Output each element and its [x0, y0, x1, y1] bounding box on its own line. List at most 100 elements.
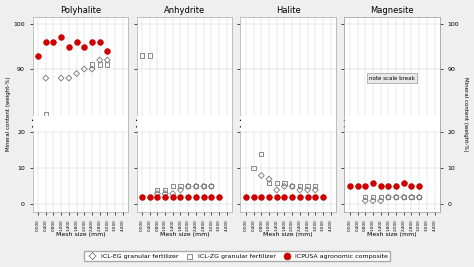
Point	[377, 184, 384, 189]
Point	[311, 195, 319, 199]
Point	[384, 195, 392, 199]
Point	[304, 195, 311, 199]
Point	[96, 62, 103, 67]
Point	[192, 184, 200, 189]
Point	[146, 53, 154, 58]
Point	[104, 62, 111, 67]
Point	[177, 188, 184, 192]
Point	[392, 184, 400, 189]
Bar	[33, 116, 128, 130]
Point	[192, 184, 200, 189]
Point	[192, 195, 200, 199]
Point	[57, 76, 65, 80]
Point	[415, 184, 423, 189]
Point	[73, 72, 80, 76]
X-axis label: Mesh size (mm): Mesh size (mm)	[55, 232, 105, 237]
Point	[362, 184, 369, 189]
Point	[96, 58, 103, 62]
Point	[281, 195, 288, 199]
Point	[154, 188, 161, 192]
Point	[184, 195, 192, 199]
Point	[81, 67, 88, 71]
Point	[408, 195, 415, 199]
Title: Magnesite: Magnesite	[370, 6, 414, 15]
Point	[81, 44, 88, 49]
Point	[169, 184, 176, 189]
Title: Anhydrite: Anhydrite	[164, 6, 205, 15]
Point	[354, 184, 361, 189]
Point	[408, 184, 415, 189]
Point	[362, 199, 369, 203]
Title: Halite: Halite	[276, 6, 301, 15]
Point	[208, 184, 215, 189]
Bar	[345, 116, 440, 130]
Point	[161, 191, 169, 196]
Point	[377, 195, 384, 199]
Point	[42, 112, 49, 116]
Point	[400, 195, 408, 199]
Point	[177, 195, 184, 199]
Point	[408, 195, 415, 199]
Point	[96, 40, 103, 44]
Point	[296, 195, 304, 199]
Y-axis label: Mineral content (weight-%): Mineral content (weight-%)	[6, 77, 10, 151]
Point	[362, 195, 369, 199]
Point	[392, 195, 400, 199]
Point	[138, 195, 146, 199]
X-axis label: Mesh size (mm): Mesh size (mm)	[160, 232, 209, 237]
Y-axis label: Mineral content (weight-%): Mineral content (weight-%)	[464, 77, 468, 151]
Point	[88, 62, 96, 67]
Point	[415, 195, 423, 199]
Point	[138, 53, 146, 58]
Point	[273, 180, 281, 185]
Point	[169, 191, 176, 196]
Point	[273, 195, 281, 199]
Point	[304, 184, 311, 189]
Point	[161, 188, 169, 192]
Point	[161, 195, 169, 199]
Point	[257, 195, 265, 199]
Point	[104, 58, 111, 62]
Point	[250, 166, 257, 170]
Point	[50, 40, 57, 44]
Point	[242, 195, 250, 199]
Point	[288, 195, 296, 199]
Point	[104, 49, 111, 53]
Point	[42, 76, 49, 80]
Legend: ICL-EG granular fertilizer, ICL-ZG granular fertilizer, ICPUSA agronomic composi: ICL-EG granular fertilizer, ICL-ZG granu…	[84, 251, 390, 261]
Point	[184, 184, 192, 189]
Point	[311, 188, 319, 192]
Point	[65, 76, 73, 80]
Point	[296, 188, 304, 192]
Point	[208, 195, 215, 199]
Point	[65, 44, 73, 49]
Point	[288, 184, 296, 189]
Point	[177, 184, 184, 189]
X-axis label: Mesh size (mm): Mesh size (mm)	[264, 232, 313, 237]
Point	[369, 199, 377, 203]
Point	[319, 195, 327, 199]
Point	[296, 184, 304, 189]
Point	[200, 184, 208, 189]
Point	[273, 188, 281, 192]
Point	[208, 184, 215, 189]
Bar	[240, 116, 336, 130]
Point	[377, 199, 384, 203]
Point	[34, 53, 42, 58]
Point	[346, 184, 354, 189]
Point	[200, 184, 208, 189]
Point	[281, 180, 288, 185]
Point	[257, 173, 265, 178]
Point	[250, 195, 257, 199]
Point	[281, 184, 288, 189]
Point	[42, 40, 49, 44]
Point	[415, 195, 423, 199]
Point	[392, 195, 400, 199]
Point	[88, 67, 96, 71]
Point	[265, 180, 273, 185]
Text: note scale break: note scale break	[369, 76, 415, 81]
Point	[369, 180, 377, 185]
Point	[154, 191, 161, 196]
Point	[200, 195, 208, 199]
Point	[265, 177, 273, 181]
